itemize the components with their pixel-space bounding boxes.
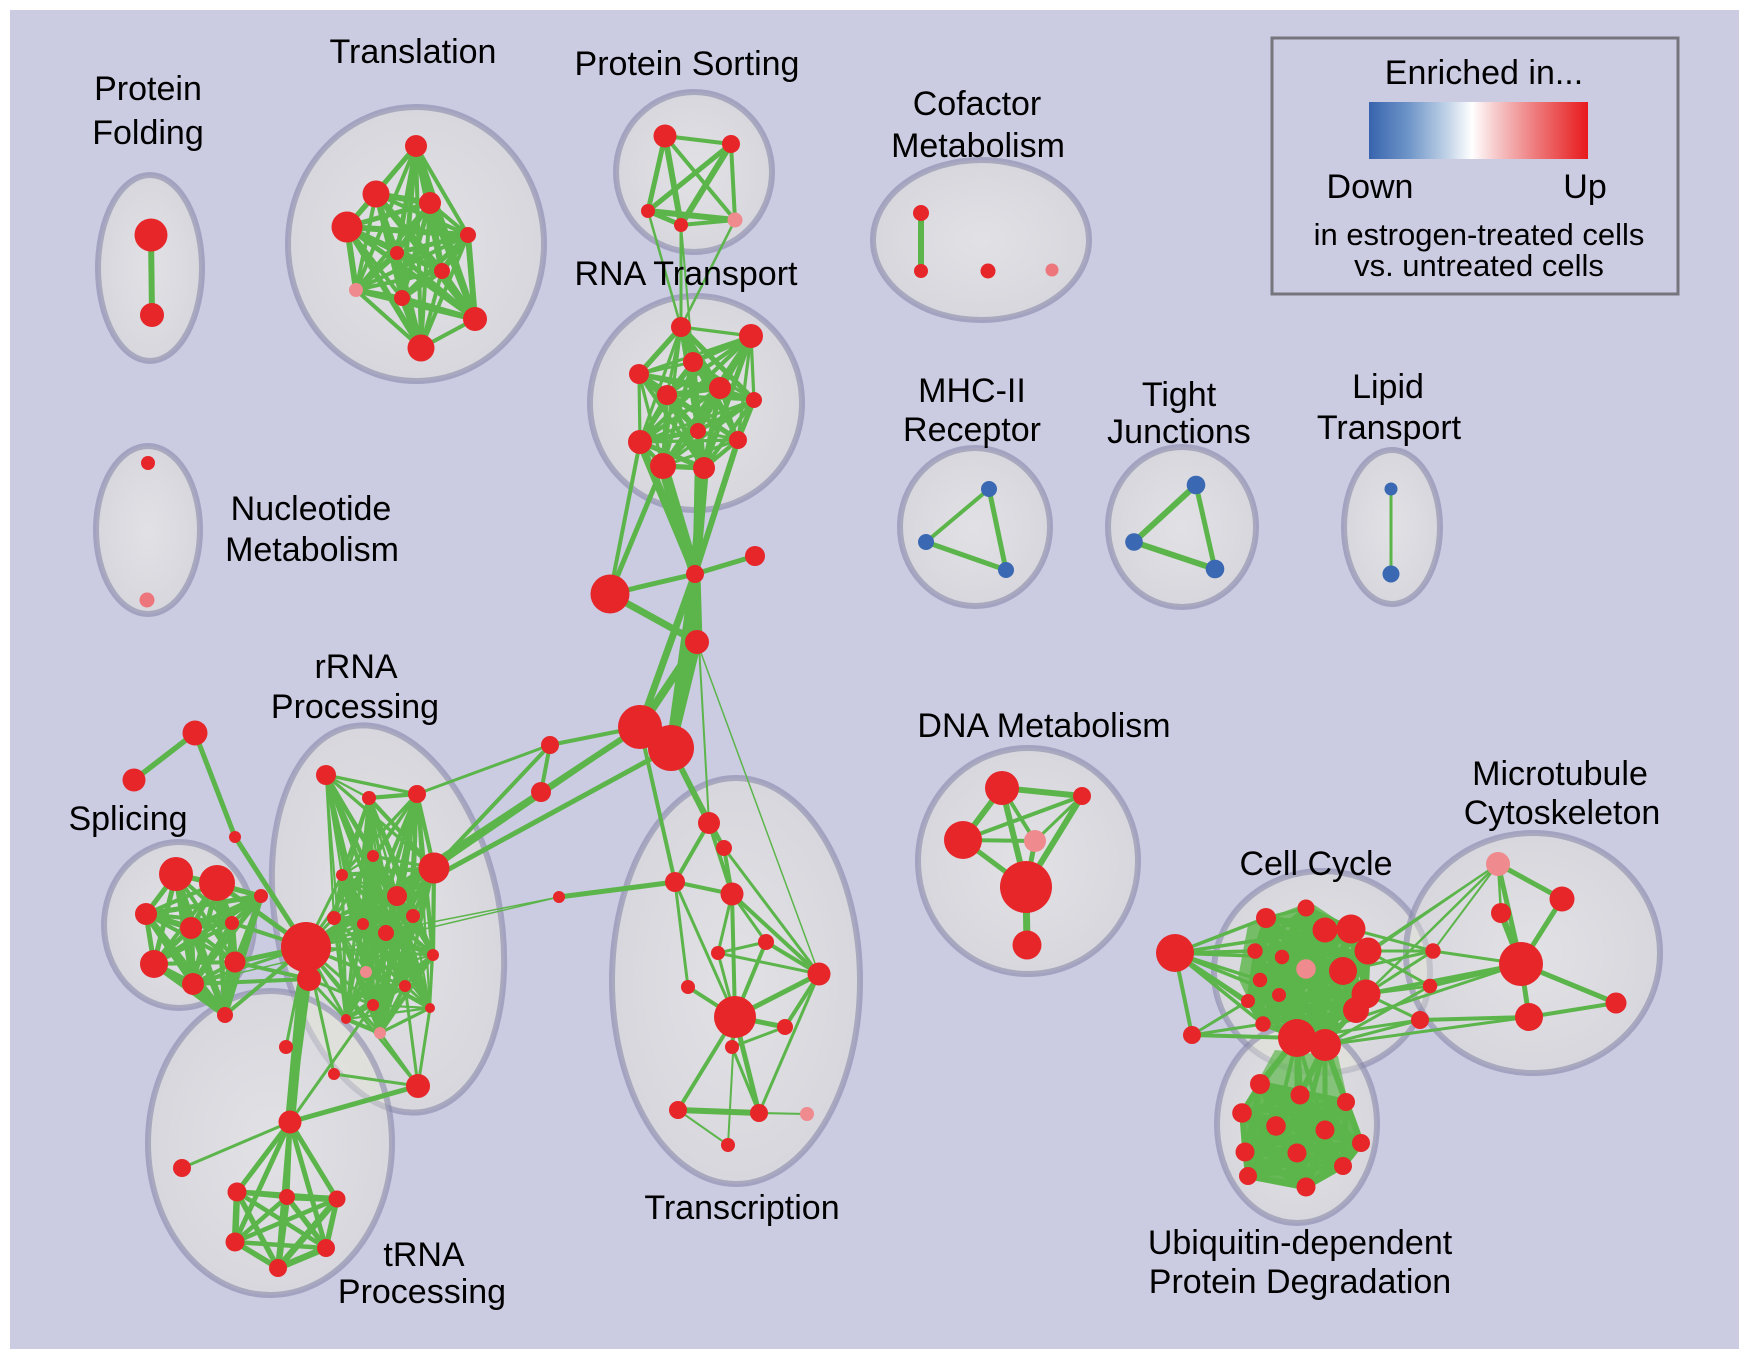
svg-text:Processing: Processing xyxy=(338,1273,506,1311)
svg-text:Receptor: Receptor xyxy=(903,411,1041,449)
svg-text:Transport: Transport xyxy=(1317,409,1462,447)
svg-text:Protein Degradation: Protein Degradation xyxy=(1149,1263,1451,1301)
svg-text:Cell Cycle: Cell Cycle xyxy=(1239,845,1392,883)
svg-text:Splicing: Splicing xyxy=(68,800,187,838)
svg-text:Protein Sorting: Protein Sorting xyxy=(575,45,800,83)
svg-text:DNA Metabolism: DNA Metabolism xyxy=(917,707,1170,745)
svg-text:Processing: Processing xyxy=(271,688,439,726)
svg-text:Junctions: Junctions xyxy=(1107,413,1251,451)
svg-text:Down: Down xyxy=(1327,168,1414,206)
svg-text:MHC-II: MHC-II xyxy=(918,372,1026,410)
svg-text:RNA Transport: RNA Transport xyxy=(575,255,799,293)
svg-text:Metabolism: Metabolism xyxy=(891,127,1065,165)
svg-text:rRNA: rRNA xyxy=(314,648,397,686)
svg-text:Transcription: Transcription xyxy=(644,1189,839,1227)
svg-text:in estrogen-treated cells: in estrogen-treated cells xyxy=(1314,217,1645,252)
svg-text:Lipid: Lipid xyxy=(1352,368,1424,406)
svg-text:Cofactor: Cofactor xyxy=(913,85,1042,123)
svg-text:Enriched in...: Enriched in... xyxy=(1385,54,1583,92)
svg-text:Folding: Folding xyxy=(92,114,204,152)
svg-text:tRNA: tRNA xyxy=(383,1236,465,1274)
svg-text:Metabolism: Metabolism xyxy=(225,531,399,569)
svg-text:Translation: Translation xyxy=(330,33,497,71)
svg-text:Ubiquitin-dependent: Ubiquitin-dependent xyxy=(1148,1224,1453,1262)
svg-text:Nucleotide: Nucleotide xyxy=(231,490,392,528)
svg-text:Tight: Tight xyxy=(1142,376,1217,414)
svg-text:vs. untreated cells: vs. untreated cells xyxy=(1354,248,1604,283)
svg-text:Protein: Protein xyxy=(94,70,202,108)
svg-text:Microtubule: Microtubule xyxy=(1472,755,1648,793)
svg-text:Cytoskeleton: Cytoskeleton xyxy=(1464,794,1661,832)
svg-text:Up: Up xyxy=(1563,168,1606,206)
